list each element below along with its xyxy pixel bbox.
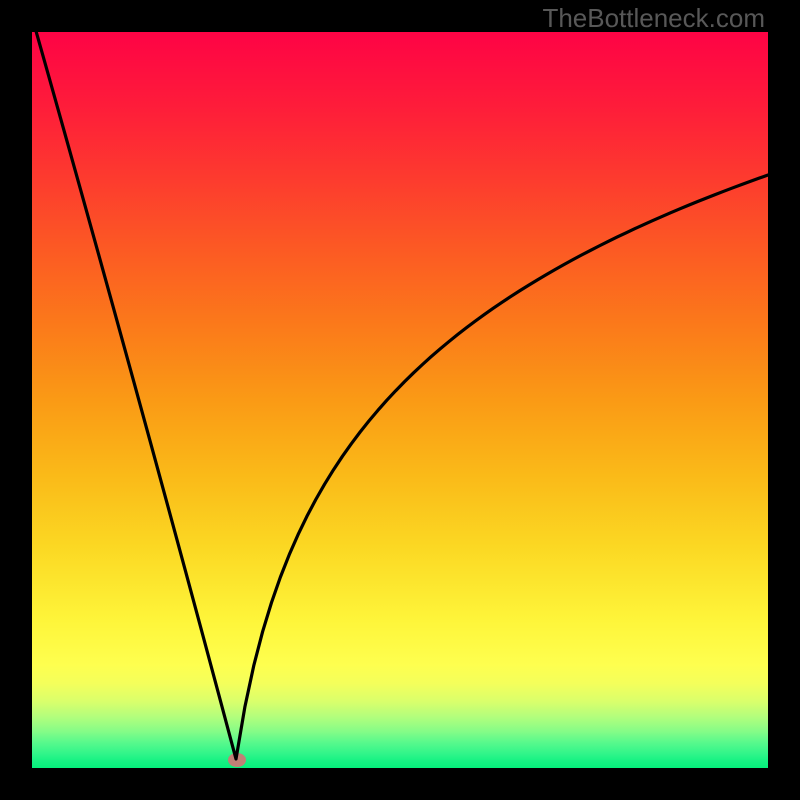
plot-area [32, 32, 768, 768]
bottleneck-curve-path [34, 24, 768, 759]
watermark-text: TheBottleneck.com [542, 3, 765, 34]
bottleneck-curve [32, 32, 768, 768]
